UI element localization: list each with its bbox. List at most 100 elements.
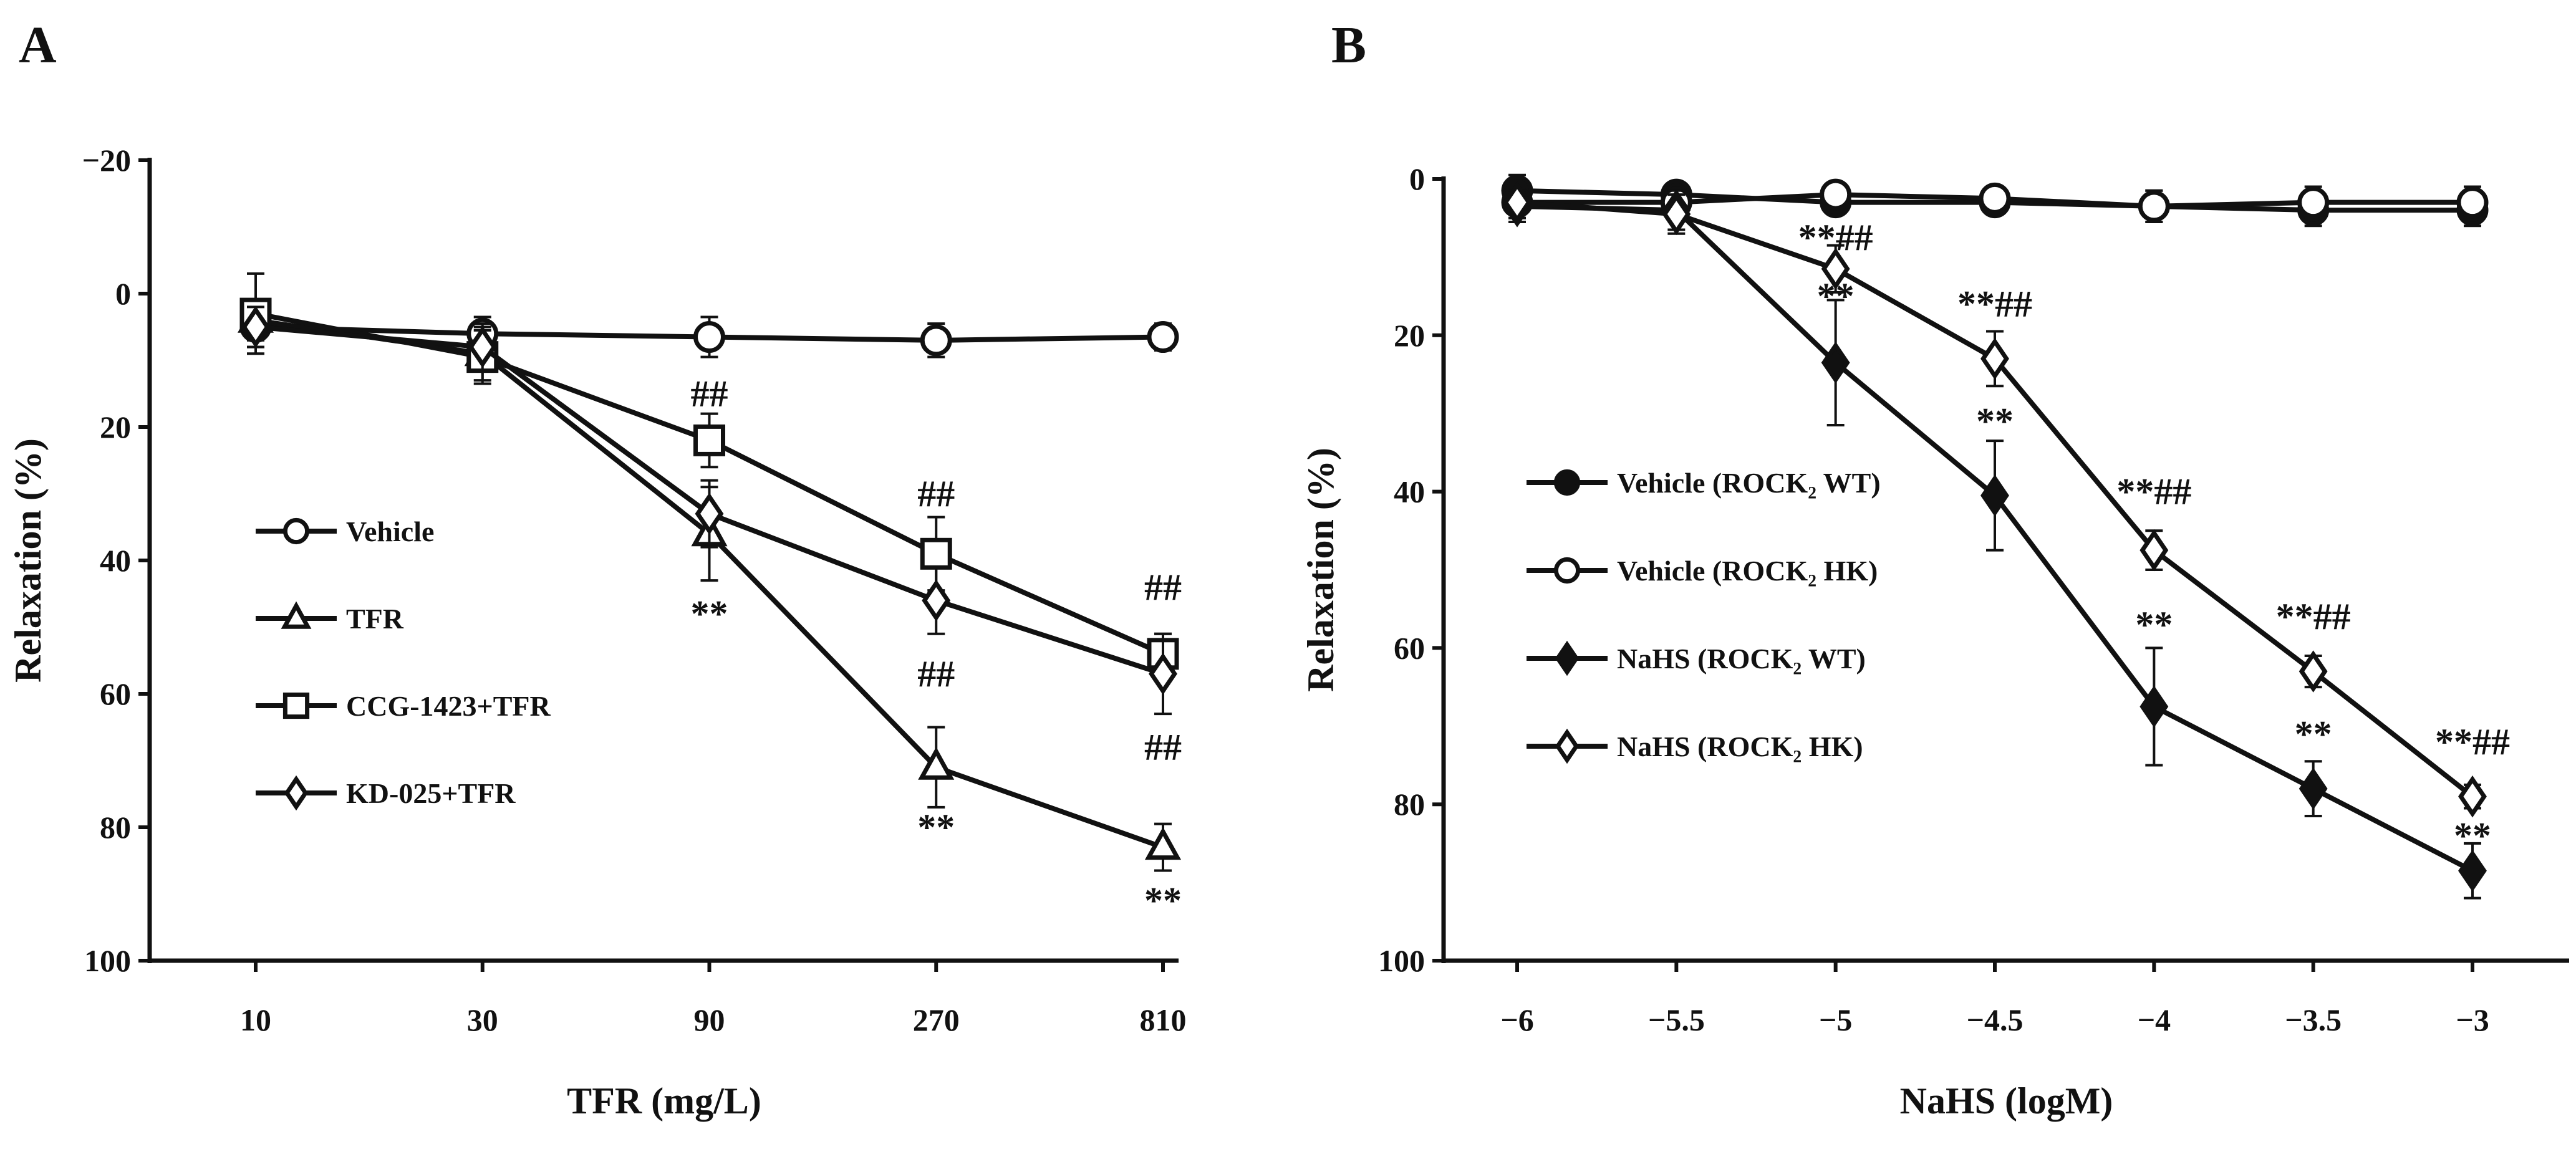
significance-label: **## xyxy=(2116,471,2191,512)
data-point xyxy=(1144,827,1182,860)
legend-label: TFR xyxy=(346,603,404,635)
y-tick-label: 0 xyxy=(1409,161,1425,196)
legend-label: NaHS (ROCK₂ WT) xyxy=(1617,643,1866,675)
significance-label: ** xyxy=(1144,880,1182,921)
legend-marker xyxy=(281,601,312,629)
data-point xyxy=(1821,341,1850,384)
data-point xyxy=(1821,247,1850,290)
panel-b-chart: 0 20 40 60 80 100 −6 −5.5 −5 −4.5 −4 −3.5 −3 NaHS (lo… xyxy=(1300,161,2569,1122)
data-point xyxy=(695,492,724,535)
data-point xyxy=(2138,190,2170,223)
significance-label: ** xyxy=(2295,713,2332,754)
y-tick-label: 60 xyxy=(1394,630,1425,665)
significance-label: ** xyxy=(1817,276,1855,317)
series-0 xyxy=(239,305,1179,358)
data-point xyxy=(2139,685,2169,728)
data-point xyxy=(2139,529,2169,572)
significance-label: **## xyxy=(1798,217,1873,258)
legend-marker xyxy=(282,692,310,719)
data-point xyxy=(2297,186,2330,219)
data-point xyxy=(1820,178,1852,211)
y-tick-label: 80 xyxy=(100,810,131,845)
series-3 xyxy=(241,305,1177,716)
data-point xyxy=(2456,186,2489,219)
legend-marker xyxy=(1555,640,1580,676)
y-tick-label: 100 xyxy=(1378,943,1425,978)
y-tick-label: 100 xyxy=(84,943,131,978)
x-axis-title: TFR (mg/L) xyxy=(567,1080,761,1122)
data-point xyxy=(1149,653,1177,695)
x-tick-label: −3 xyxy=(2456,1002,2489,1037)
data-point xyxy=(1980,337,2009,380)
significance-label: **## xyxy=(2435,721,2510,762)
legend-label: CCG-1423+TFR xyxy=(346,690,551,722)
legend-marker xyxy=(1553,469,1581,496)
y-tick-label: 20 xyxy=(1394,318,1425,353)
y-tick-label: 40 xyxy=(100,543,131,578)
x-tick-label: −4 xyxy=(2138,1002,2171,1037)
y-tick-label: 40 xyxy=(1394,474,1425,509)
data-point xyxy=(468,325,497,368)
data-point xyxy=(922,579,951,622)
significance-label: ** xyxy=(691,593,728,635)
y-tick-label: 20 xyxy=(100,410,131,444)
data-point xyxy=(2299,650,2328,693)
data-point xyxy=(920,324,952,357)
data-point xyxy=(1503,181,1532,224)
data-point xyxy=(2458,775,2487,818)
y-tick-label: 0 xyxy=(115,276,131,311)
data-point xyxy=(920,537,952,570)
x-tick-label: −5.5 xyxy=(1648,1002,1705,1037)
legend-label: Vehicle (ROCK₂ HK) xyxy=(1617,555,1878,587)
x-tick-label: 270 xyxy=(913,1002,960,1037)
data-point xyxy=(2458,850,2487,892)
x-tick-label: −5 xyxy=(1819,1002,1853,1037)
y-tick-label: 60 xyxy=(100,676,131,711)
x-tick-label: 10 xyxy=(240,1002,271,1037)
x-tick-label: −4.5 xyxy=(1967,1002,2024,1037)
legend-label: Vehicle xyxy=(346,516,434,547)
data-point xyxy=(918,747,955,780)
x-tick-label: 810 xyxy=(1140,1002,1187,1037)
x-axis-title: NaHS (logM) xyxy=(1900,1080,2113,1122)
panel-a-chart: −20 0 20 40 60 80 100 10 30 90 270 810 TFR (mg/L) Rel… xyxy=(7,143,1187,1122)
data-point xyxy=(693,424,725,456)
y-axis-title: Relaxation (%) xyxy=(1300,448,1341,692)
significance-label: **## xyxy=(1957,284,2032,325)
panel-a-label: A xyxy=(19,16,57,74)
significance-label: ** xyxy=(2135,604,2173,645)
significance-label: ** xyxy=(1976,401,2014,442)
y-tick-label: −20 xyxy=(82,143,132,178)
data-point xyxy=(1980,474,2009,517)
data-point xyxy=(2299,767,2328,810)
legend-marker xyxy=(282,517,310,545)
significance-label: ** xyxy=(2454,815,2491,856)
significance-label: ## xyxy=(917,653,955,694)
x-tick-label: 30 xyxy=(467,1002,498,1037)
y-tick-label: 80 xyxy=(1394,787,1425,822)
data-point xyxy=(693,321,725,353)
legend-label: KD-025+TFR xyxy=(346,777,516,809)
significance-label: **## xyxy=(2276,596,2351,637)
legend-label: NaHS (ROCK₂ HK) xyxy=(1617,731,1863,762)
data-point xyxy=(241,305,270,348)
data-point xyxy=(1662,193,1691,236)
data-point xyxy=(1979,182,2011,214)
x-tick-label: −3.5 xyxy=(2285,1002,2342,1037)
panel-b-label: B xyxy=(1331,16,1366,74)
legend-marker xyxy=(1553,557,1581,584)
series-3 xyxy=(1503,181,2487,818)
legend-marker xyxy=(284,775,309,811)
legend-marker xyxy=(1555,728,1580,764)
x-tick-label: −6 xyxy=(1500,1002,1534,1037)
y-axis-title: Relaxation (%) xyxy=(7,438,49,683)
data-point xyxy=(1147,321,1179,353)
x-tick-label: 90 xyxy=(694,1002,725,1037)
significance-label: ## xyxy=(691,373,728,415)
significance-label: ## xyxy=(917,473,955,514)
significance-label: ## xyxy=(1144,567,1182,608)
significance-label: ** xyxy=(917,807,955,848)
significance-label: ## xyxy=(1144,727,1182,768)
legend-label: Vehicle (ROCK₂ WT) xyxy=(1617,467,1881,499)
